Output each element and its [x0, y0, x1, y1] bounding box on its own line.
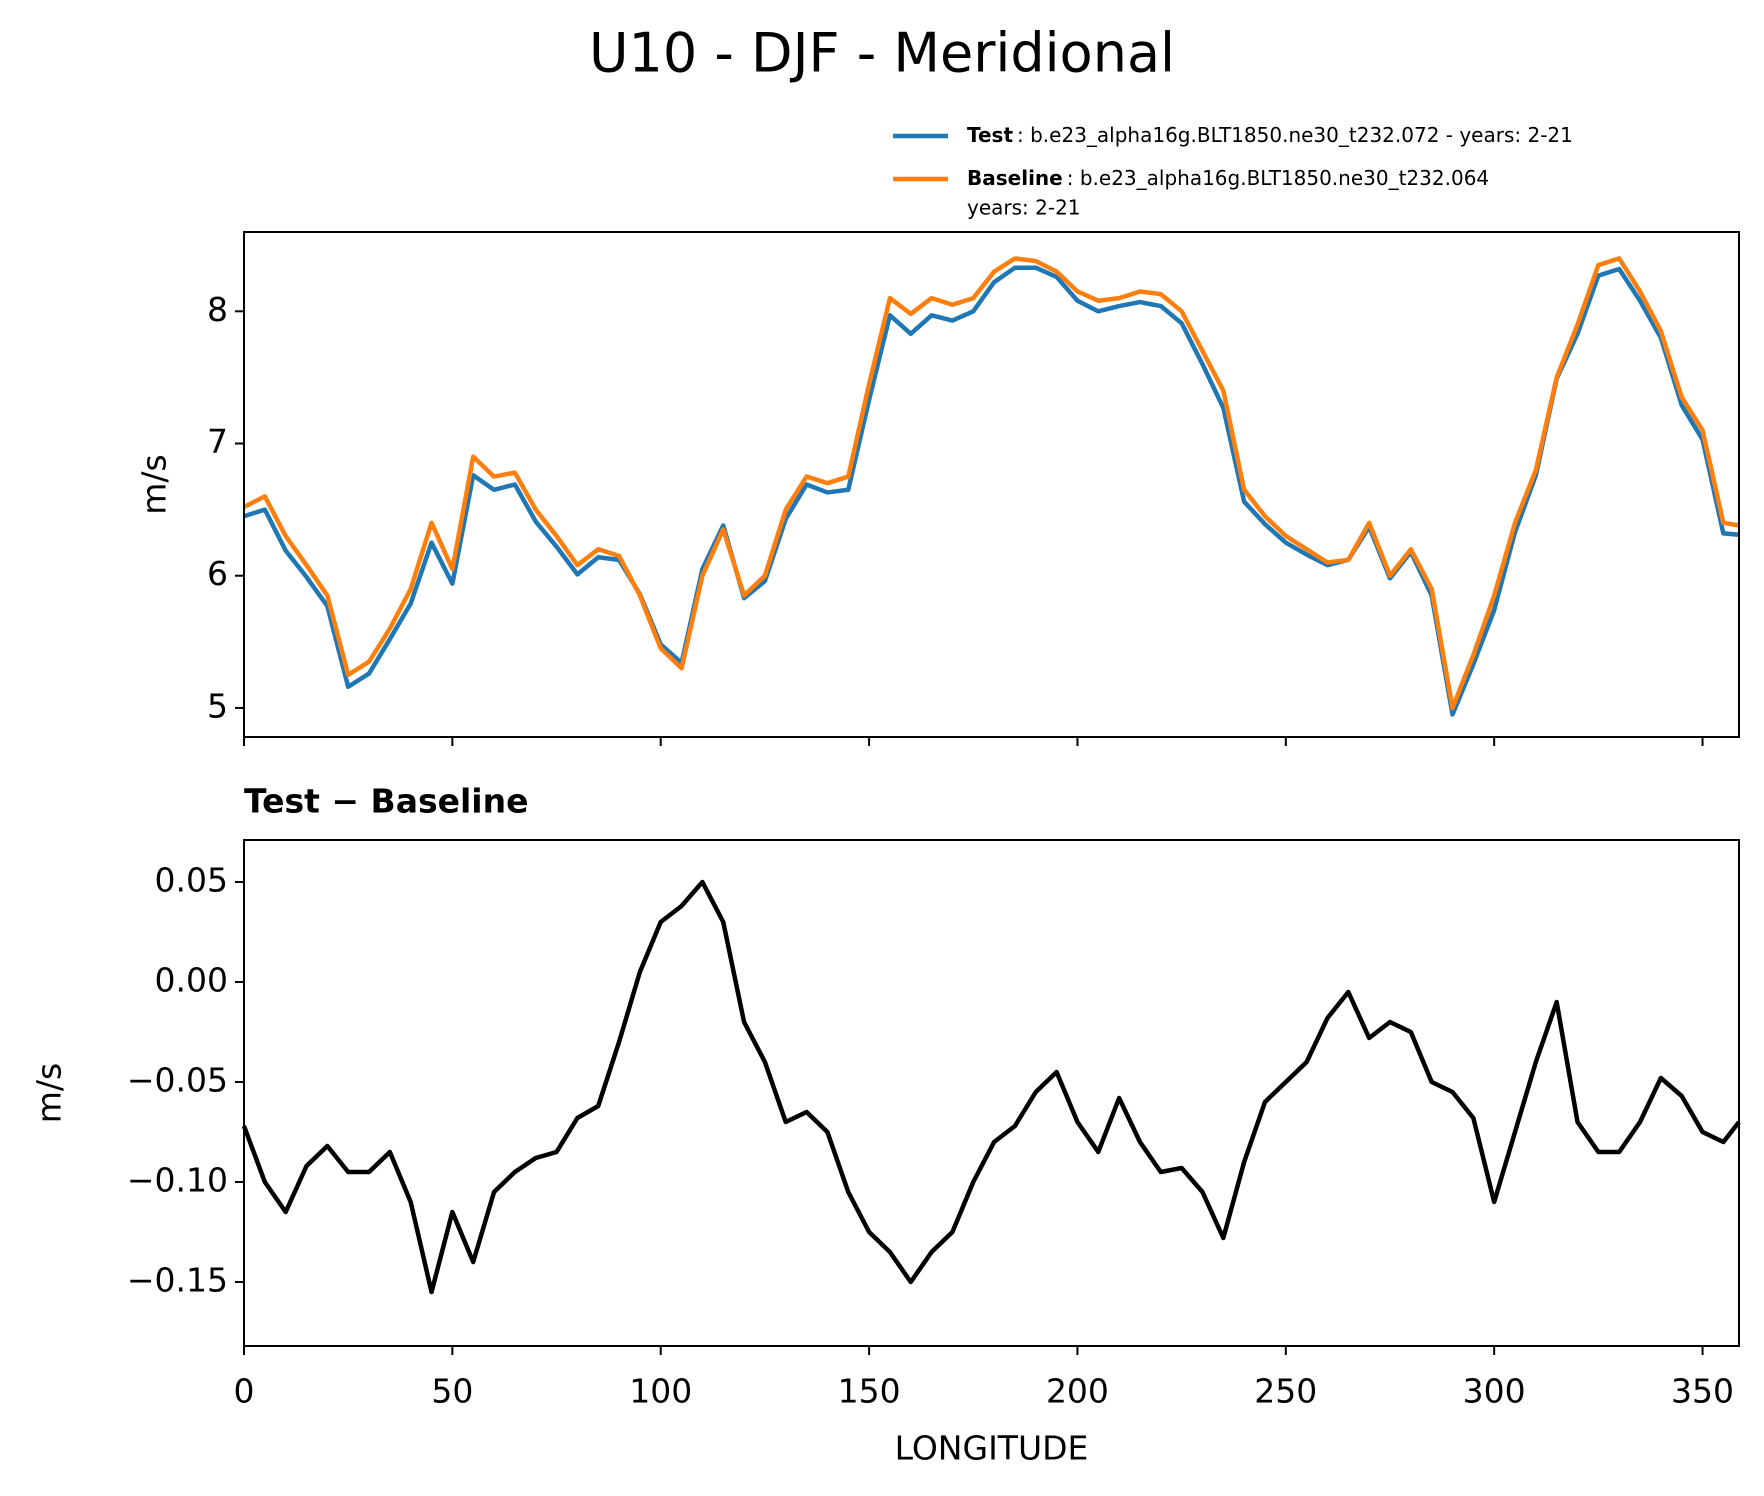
x-tick-label: 50	[431, 1372, 473, 1411]
x-tick-label: 300	[1463, 1372, 1526, 1411]
y-tick-label: −0.15	[127, 1261, 228, 1300]
data-line	[243, 265, 1740, 717]
subplot-title: Test − Baseline	[244, 782, 529, 821]
y-tick-label: 5	[207, 686, 228, 725]
x-tick-label: 350	[1671, 1372, 1734, 1411]
x-tick-label: 200	[1046, 1372, 1109, 1411]
x-tick-label: 150	[838, 1372, 901, 1411]
legend-entry: Baseline: b.e23_alpha16g.BLT1850.ne30_t2…	[967, 166, 1489, 190]
legend-label: : b.e23_alpha16g.BLT1850.ne30_t232.064	[1067, 166, 1489, 190]
y-tick-label: 6	[207, 554, 228, 593]
y-tick-label: −0.05	[127, 1061, 228, 1100]
x-axis-label: LONGITUDE	[895, 1429, 1089, 1468]
x-tick-label: 100	[629, 1372, 692, 1411]
data-line	[242, 256, 1740, 711]
plot-frame	[243, 839, 1740, 1347]
plot-frame	[243, 231, 1740, 738]
y-axis-label: m/s	[30, 1063, 69, 1123]
y-tick-label: 8	[207, 290, 228, 329]
y-tick-label: 0.05	[155, 861, 228, 900]
y-tick-label: 0.00	[155, 961, 228, 1000]
legend-name: Test	[967, 123, 1013, 147]
y-axis-label: m/s	[135, 454, 174, 514]
data-line	[241, 879, 1741, 1295]
x-tick-label: 250	[1254, 1372, 1317, 1411]
legend-label: years: 2-21	[967, 196, 1081, 220]
legend-name: Baseline	[967, 166, 1063, 190]
x-tick-label: 0	[234, 1372, 255, 1411]
y-tick-label: −0.10	[127, 1161, 228, 1200]
legend-entry: Test: b.e23_alpha16g.BLT1850.ne30_t232.0…	[967, 123, 1573, 147]
chart-title: U10 - DJF - Meridional	[589, 22, 1175, 85]
y-tick-label: 7	[207, 422, 228, 461]
legend-label: : b.e23_alpha16g.BLT1850.ne30_t232.072 -…	[1017, 123, 1573, 147]
